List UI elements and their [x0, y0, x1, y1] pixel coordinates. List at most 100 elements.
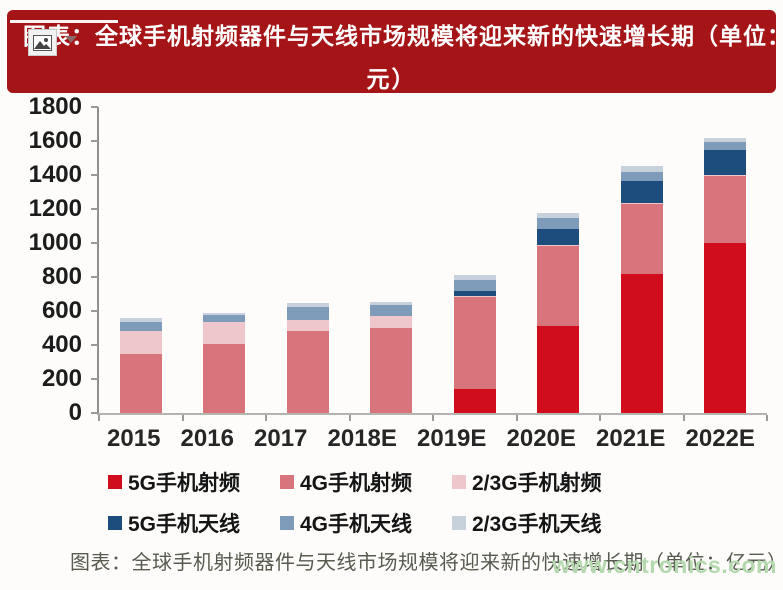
- y-tick-mark: [91, 208, 98, 210]
- x-tick-mark: [98, 415, 100, 421]
- y-tick-mark: [91, 106, 98, 108]
- x-axis-label: 2015: [107, 425, 161, 452]
- y-tick-label: 800: [41, 263, 82, 290]
- bars-row: [99, 107, 767, 413]
- y-tick-label: 1200: [28, 195, 82, 222]
- x-axis-label: 2018E: [327, 425, 397, 452]
- stacked-bar-2022E: [704, 107, 747, 413]
- photo-glyph: [33, 34, 52, 51]
- x-axis-label: 2016: [180, 425, 234, 452]
- x-tick-mark: [515, 415, 518, 421]
- x-axis-labels: 2015 2016 2017 2018E 2019E 2020E 2021E 2022E: [97, 425, 765, 453]
- bar-segment: [537, 213, 580, 219]
- x-axis-label: 2019E: [417, 425, 487, 452]
- y-tick-label: 400: [41, 331, 82, 358]
- title-banner: 图表：全球手机射频器件与天线市场规模将迎来新的快速增长期（单位：亿 元）: [7, 10, 783, 93]
- bar-segment: [620, 180, 663, 204]
- legend-label: 5G手机射频: [128, 472, 241, 495]
- dropdown-caret-icon[interactable]: [65, 36, 77, 43]
- legend-item: 4G手机天线: [280, 508, 452, 538]
- bar-segment: [203, 315, 246, 323]
- banner-artifact-line: [10, 20, 118, 23]
- y-tick-label: 1600: [28, 127, 82, 154]
- y-tick-mark: [91, 140, 98, 142]
- x-tick-mark: [181, 415, 184, 421]
- y-tick-label: 1000: [28, 229, 82, 256]
- legend-label: 4G手机射频: [300, 472, 413, 495]
- legend-item: 4G手机射频: [280, 467, 452, 497]
- bar-segment: [286, 319, 329, 332]
- bar-segment: [119, 354, 162, 413]
- legend-item: 2/3G手机射频: [452, 467, 728, 497]
- stacked-bar-2021E: [620, 107, 663, 413]
- chart: 0 200 400 600 800 1000 1200 1400 1600 1800 2015 20…: [0, 93, 783, 555]
- figure-caption: 图表：全球手机射频器件与天线市场规模将迎来新的快速增长期（单位：亿元）: [70, 552, 783, 574]
- stacked-bar-2020E: [537, 107, 580, 413]
- bar-segment: [704, 243, 747, 413]
- stacked-bar-2017: [286, 107, 329, 413]
- bar-segment: [203, 312, 246, 316]
- bar-segment: [453, 297, 496, 390]
- bar-segment: [286, 331, 329, 413]
- bar-segment: [704, 175, 747, 176]
- bar-segment: [537, 244, 580, 247]
- bar-segment: [537, 218, 580, 229]
- bar-segment: [453, 389, 496, 413]
- stacked-bar-2016: [203, 107, 246, 413]
- stacked-bar-2018E: [370, 107, 413, 413]
- legend-swatch-icon: [280, 475, 294, 489]
- y-tick-label: 1800: [28, 93, 82, 120]
- bar-segment: [370, 305, 413, 317]
- legend-item: 5G手机天线: [108, 508, 280, 538]
- bar-segment: [286, 306, 329, 320]
- legend-swatch-icon: [452, 516, 466, 530]
- bar-segment: [370, 301, 413, 306]
- bar-segment: [537, 228, 580, 245]
- x-tick-mark: [432, 415, 434, 421]
- legend-swatch-icon: [452, 475, 466, 489]
- legend-label: 5G手机天线: [128, 513, 241, 536]
- bar-segment: [537, 326, 580, 413]
- y-tick-mark: [91, 412, 98, 414]
- x-axis-label: 2020E: [506, 425, 576, 452]
- y-tick-label: 600: [41, 297, 82, 324]
- y-tick-mark: [91, 276, 98, 278]
- y-tick-mark: [91, 310, 98, 312]
- legend-label: 2/3G手机天线: [472, 513, 602, 536]
- y-tick-label: 0: [68, 399, 82, 426]
- bar-segment: [119, 317, 162, 323]
- bar-segment: [203, 344, 246, 413]
- y-tick-mark: [91, 242, 98, 244]
- y-tick-label: 1400: [28, 161, 82, 188]
- chart-legend: 5G手机射频 4G手机射频 2/3G手机射频 5G手机天线 4G手机天线 2/3G手机天线: [108, 467, 728, 538]
- stacked-bar-2015: [119, 107, 162, 413]
- bar-segment: [620, 274, 663, 413]
- bar-segment: [286, 303, 329, 307]
- bar-segment: [620, 203, 663, 275]
- x-tick-mark: [682, 415, 685, 421]
- y-tick-mark: [91, 378, 98, 380]
- bar-segment: [704, 150, 747, 176]
- legend-item: 5G手机射频: [108, 467, 280, 497]
- bar-segment: [370, 316, 413, 328]
- banner-title-line2: 元）: [366, 66, 417, 92]
- x-axis-label: 2017: [254, 425, 308, 452]
- x-tick-mark: [265, 415, 267, 421]
- x-tick-mark: [766, 415, 768, 421]
- legend-swatch-icon: [108, 475, 122, 489]
- x-axis-label: 2022E: [685, 425, 755, 452]
- bar-segment: [453, 295, 496, 298]
- plot-area: [91, 106, 768, 421]
- x-axis-label: 2021E: [596, 425, 666, 452]
- image-placeholder-icon[interactable]: [28, 29, 57, 56]
- y-tick-mark: [91, 344, 98, 346]
- y-axis-labels: 0 200 400 600 800 1000 1200 1400 1600 1800: [0, 93, 88, 426]
- watermark-text: www.cntronics.com: [552, 552, 777, 578]
- legend-swatch-icon: [280, 516, 294, 530]
- x-tick-mark: [599, 415, 601, 421]
- bar-segment: [620, 171, 663, 181]
- y-tick-mark: [91, 174, 98, 176]
- bar-segment: [119, 322, 162, 331]
- bar-segment: [620, 203, 663, 204]
- x-tick-mark: [348, 415, 351, 421]
